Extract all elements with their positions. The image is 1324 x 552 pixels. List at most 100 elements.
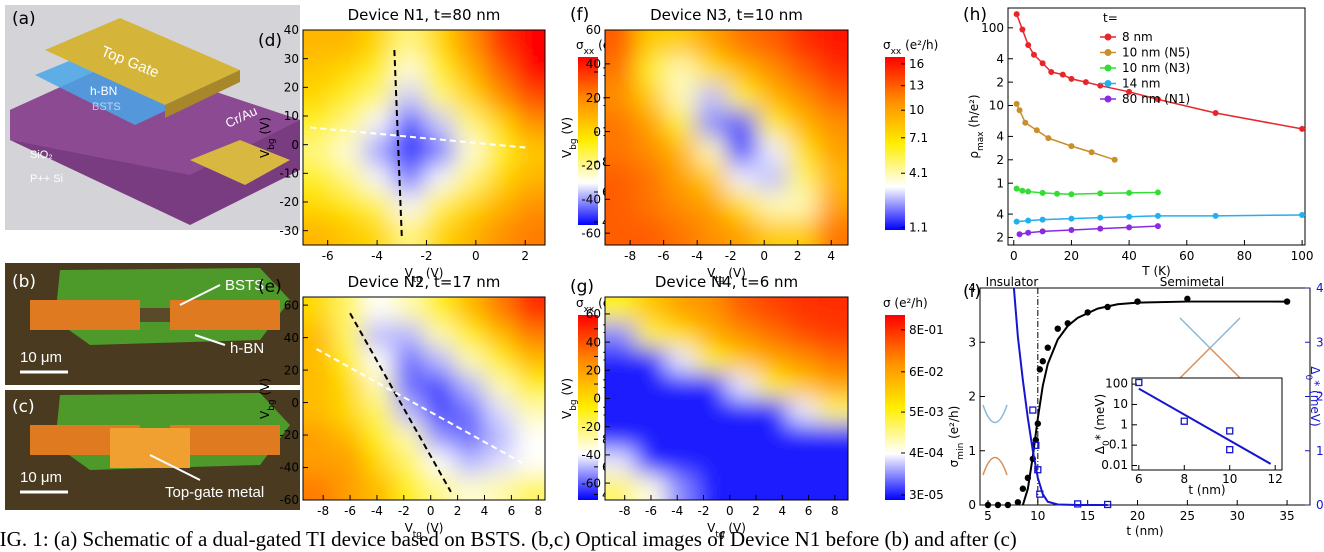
heat-cell xyxy=(424,218,456,245)
top-gate xyxy=(45,18,240,105)
x-tick-label: -4 xyxy=(371,249,383,263)
y-tick-label: 100 xyxy=(981,21,1004,35)
legend-marker xyxy=(1104,64,1112,72)
heat-cell xyxy=(333,56,365,85)
y-tick-label: -60 xyxy=(279,493,299,507)
heat-cell xyxy=(635,110,667,139)
heat-cell xyxy=(665,347,698,375)
heat-cell xyxy=(817,474,848,500)
heatmap-clip xyxy=(303,30,545,245)
heat-cell xyxy=(665,56,698,85)
heat-cell xyxy=(605,297,637,324)
point xyxy=(1082,79,1089,86)
heat-cell xyxy=(756,297,789,324)
heat-cell xyxy=(605,474,637,500)
label-part: ρ xyxy=(967,151,981,159)
heat-cell xyxy=(454,110,486,139)
heatmap xyxy=(605,297,848,500)
point xyxy=(1184,295,1191,303)
y-tick-label: 0 xyxy=(593,392,601,406)
heat-cell xyxy=(665,191,698,220)
point xyxy=(994,501,1002,509)
heat-cell xyxy=(635,30,667,58)
y-tick-label: 40 xyxy=(284,23,299,37)
heatmap-clip xyxy=(303,297,545,500)
legend-label: 14 nm xyxy=(1122,77,1160,91)
heat-cell xyxy=(787,322,819,349)
y-tick-label: 0 xyxy=(291,138,299,152)
colorbar-tick-label: 6E-02 xyxy=(909,365,944,379)
point xyxy=(1226,427,1234,435)
x-tick-label: 100 xyxy=(1291,249,1314,263)
point xyxy=(1154,96,1161,103)
heat-cell xyxy=(393,398,425,425)
label-part: (e²/h) xyxy=(901,38,938,52)
heat-cell xyxy=(635,398,667,425)
heat-cell xyxy=(333,164,365,193)
heat-cell xyxy=(665,449,698,476)
x-tick-label: -2 xyxy=(698,504,710,518)
heat-cell xyxy=(514,347,545,375)
gate-side xyxy=(165,70,240,118)
y-tick-label: 1 xyxy=(996,176,1004,190)
legend-label: 8 nm xyxy=(1122,30,1153,44)
heat-cell xyxy=(787,56,819,85)
y-tick-label: 0.01 xyxy=(1101,458,1128,472)
heat-cell xyxy=(817,218,848,245)
heat-cell xyxy=(726,30,758,58)
gapped-band xyxy=(982,456,1008,476)
heat-cell xyxy=(756,191,789,220)
heat-cell xyxy=(696,322,728,349)
panel-label: (g) xyxy=(570,277,594,297)
heat-cell xyxy=(484,322,516,349)
y-tick-label: 1 xyxy=(968,444,976,458)
heat-cell xyxy=(333,449,365,476)
heat-cell xyxy=(756,322,789,349)
label-part: t (nm) xyxy=(1188,483,1225,497)
heat-cell xyxy=(363,137,395,166)
heat-cell xyxy=(817,164,848,193)
heat-cell xyxy=(665,423,698,451)
x-tick-label: 35 xyxy=(1279,509,1294,523)
heatmap-clip xyxy=(605,297,848,500)
x-tick-label: -8 xyxy=(619,504,631,518)
axis-label: Vbg (V) xyxy=(258,117,277,158)
heat-cell xyxy=(363,474,395,500)
heat-cell xyxy=(393,322,425,349)
heat-cell xyxy=(303,398,335,425)
point xyxy=(1016,231,1023,238)
y-tick-label: 0 xyxy=(291,396,299,410)
heat-cell xyxy=(665,373,698,400)
heat-cell xyxy=(393,474,425,500)
label-part: 0 xyxy=(1102,440,1112,446)
panel-label: (i) xyxy=(963,282,981,302)
label-part: t (nm) xyxy=(1126,524,1163,538)
point xyxy=(1025,188,1032,195)
guide-line xyxy=(349,312,452,493)
heat-cell xyxy=(333,398,365,425)
label-part: V xyxy=(707,266,716,280)
label-part: (V) xyxy=(258,117,272,138)
heat-cell xyxy=(696,191,728,220)
y-tick-label: 40 xyxy=(586,335,601,349)
point xyxy=(1048,68,1055,75)
heat-cell xyxy=(696,297,728,324)
label-part: (e²/h) xyxy=(947,406,961,443)
x-tick-label: -6 xyxy=(322,249,334,263)
label-part: V xyxy=(707,521,716,535)
heat-cell xyxy=(454,322,486,349)
label: P++ Si xyxy=(30,173,63,185)
y-tick-label: 60 xyxy=(586,23,601,37)
point xyxy=(1212,110,1219,117)
heat-cell xyxy=(787,110,819,139)
heat-cell xyxy=(756,423,789,451)
point xyxy=(1013,185,1020,192)
heat-cell xyxy=(303,322,335,349)
heat-cell xyxy=(303,373,335,400)
annotation: Insulator xyxy=(986,275,1039,289)
heat-cell xyxy=(333,110,365,139)
heat-cell xyxy=(787,297,819,324)
heat-cell xyxy=(363,423,395,451)
label-part: V xyxy=(560,410,574,419)
x-tick-label: -6 xyxy=(344,504,356,518)
